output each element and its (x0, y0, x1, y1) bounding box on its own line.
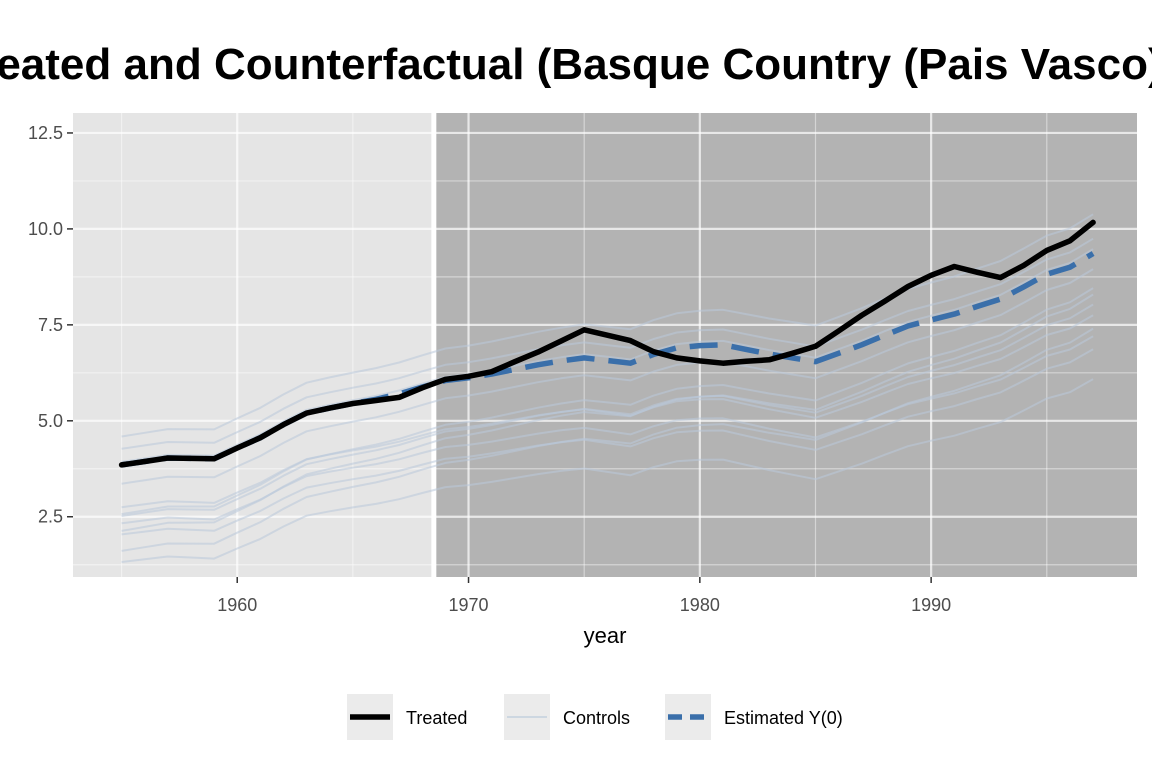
control-unit-line (121, 287, 1094, 516)
control-unit-line (121, 268, 1094, 485)
control-unit-line (121, 378, 1094, 563)
y-tick-label: 10.0 (28, 219, 63, 239)
x-tick-label: 1970 (449, 595, 489, 615)
x-axis: 1960 1970 1980 1990 (217, 577, 951, 615)
control-unit-line (121, 213, 1094, 438)
control-unit-line (121, 248, 1094, 463)
legend: Treated Controls Estimated Y(0) (347, 694, 843, 740)
control-unit-line (121, 348, 1094, 536)
y-tick-label: 12.5 (28, 123, 63, 143)
treated-line (118, 219, 1096, 468)
x-tick-label: 1960 (217, 595, 257, 615)
y-tick-label: 5.0 (38, 411, 63, 431)
y-tick-label: 2.5 (38, 507, 63, 527)
y-tick-label: 7.5 (38, 315, 63, 335)
x-axis-title: year (584, 623, 627, 648)
y-axis: 2.5 5.0 7.5 10.0 12.5 (28, 123, 73, 527)
control-unit-line (121, 303, 1094, 517)
minor-gridlines (73, 113, 1137, 577)
x-tick-label: 1990 (911, 595, 951, 615)
control-unit-line (121, 293, 1094, 532)
post-treatment-shade (433, 113, 1137, 577)
control-unit-line (121, 237, 1094, 450)
x-tick-label: 1980 (680, 595, 720, 615)
series-lines (118, 219, 1096, 468)
control-unit-line (121, 327, 1094, 552)
legend-label-controls: Controls (563, 708, 630, 728)
controls-lines (121, 213, 1094, 563)
legend-label-treated: Treated (406, 708, 467, 728)
chart-title: Treated and Counterfactual (Basque Count… (0, 40, 1152, 89)
legend-label-counterfactual: Estimated Y(0) (724, 708, 843, 728)
